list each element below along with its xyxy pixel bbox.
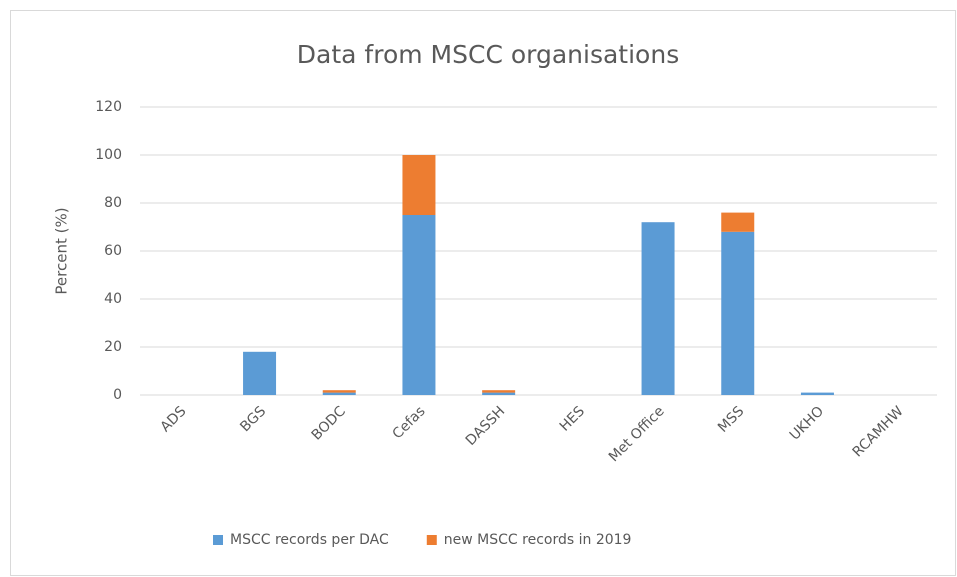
legend-label: MSCC records per DAC [230, 532, 389, 548]
y-tick-label: 40 [104, 291, 122, 307]
bar [482, 392, 516, 395]
y-tick-label: 100 [95, 147, 122, 163]
legend-label: new MSCC records in 2019 [444, 532, 632, 548]
chart-frame [10, 10, 956, 576]
legend-swatch [426, 535, 437, 545]
y-axis-label: Percent (%) [53, 207, 71, 294]
y-tick-label: 120 [95, 99, 122, 115]
y-tick-label: 60 [104, 243, 122, 259]
bar [721, 231, 755, 395]
y-tick-label: 80 [104, 195, 122, 211]
bar [800, 392, 834, 395]
chart-title: Data from MSCC organisations [297, 40, 679, 69]
bar [402, 215, 436, 395]
bar [721, 212, 755, 232]
bar [402, 155, 436, 215]
bar [322, 390, 356, 393]
legend-swatch [213, 535, 223, 545]
bar [322, 392, 356, 395]
bar [482, 390, 516, 393]
y-tick-label: 20 [104, 339, 122, 355]
bar [641, 222, 675, 395]
bar [243, 351, 277, 395]
y-tick-label: 0 [113, 387, 122, 403]
